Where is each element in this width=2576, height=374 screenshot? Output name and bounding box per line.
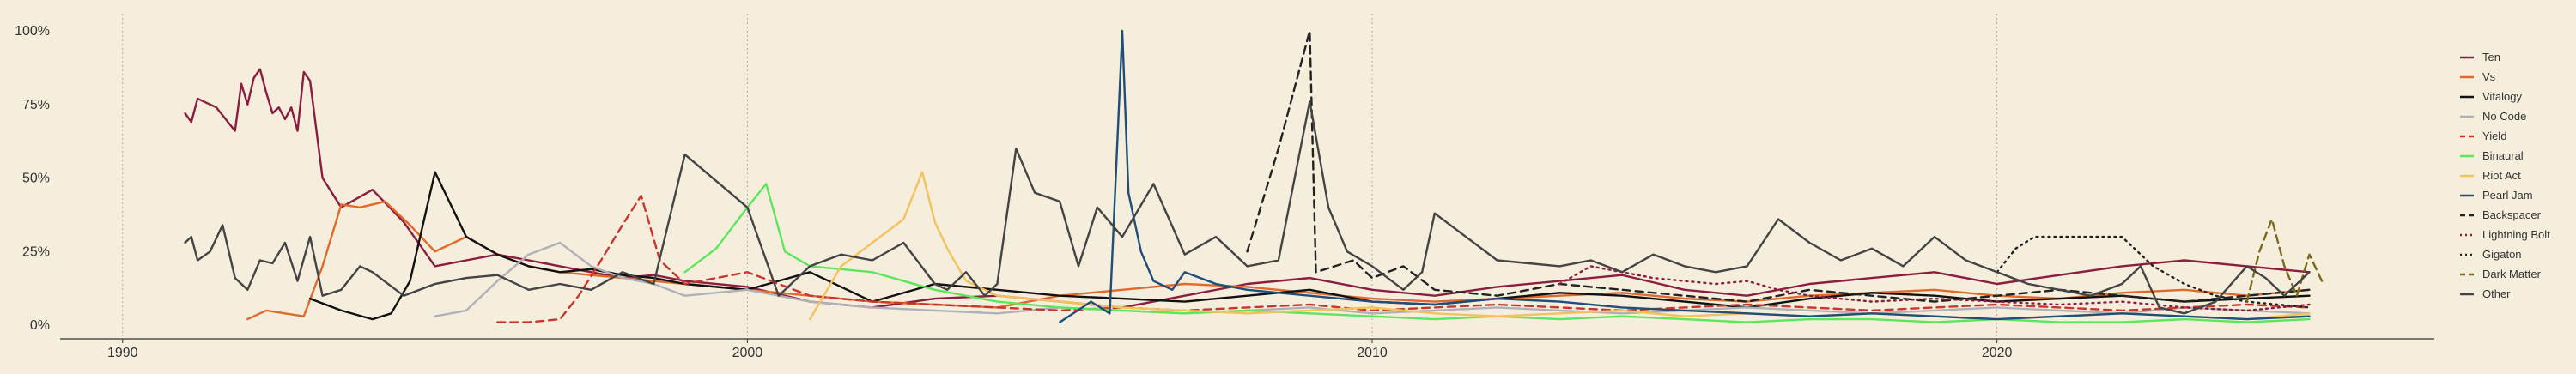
legend-label: Backspacer bbox=[2482, 208, 2542, 221]
legend-label: Vs bbox=[2482, 70, 2496, 83]
series-line-binaural bbox=[683, 183, 2311, 323]
legend-label: Ten bbox=[2482, 51, 2500, 63]
x-tick-label: 2000 bbox=[732, 346, 763, 360]
series-line-gigaton bbox=[1996, 235, 2311, 309]
series-line-lightning-bolt bbox=[1558, 265, 2311, 312]
series-line-yield bbox=[496, 194, 2311, 323]
x-axis: 1990 2000 2010 2020 bbox=[60, 338, 2434, 360]
legend-label: Pearl Jam bbox=[2482, 189, 2533, 202]
vertical-gridlines bbox=[122, 14, 1998, 336]
legend-label: Lightning Bolt bbox=[2482, 228, 2550, 241]
y-axis-ticks: 0% 25% 50% 75% 100% bbox=[15, 24, 50, 333]
x-tick-label: 1990 bbox=[107, 346, 138, 360]
y-tick-label: 25% bbox=[22, 244, 50, 259]
y-tick-label: 50% bbox=[22, 172, 50, 186]
legend-label: Vitalogy bbox=[2482, 90, 2523, 103]
y-tick-label: 100% bbox=[15, 24, 50, 39]
legend-label: Other bbox=[2482, 287, 2511, 300]
x-tick-label: 2010 bbox=[1357, 346, 1388, 360]
series-line-other bbox=[184, 100, 2311, 315]
y-tick-label: 75% bbox=[22, 98, 50, 112]
series-line-vitalogy bbox=[308, 171, 2311, 321]
legend-label: No Code bbox=[2482, 110, 2526, 123]
legend-label: Gigaton bbox=[2482, 248, 2522, 261]
legend-label: Dark Matter bbox=[2482, 268, 2542, 280]
series-lines bbox=[184, 29, 2324, 323]
y-tick-label: 0% bbox=[30, 318, 50, 333]
x-tick-label: 2020 bbox=[1982, 346, 2013, 360]
legend-label: Yield bbox=[2482, 130, 2506, 142]
legend: Ten Vs Vitalogy No Code Yield Binaural Riot Ac… bbox=[2460, 51, 2550, 300]
series-line-dark-matter bbox=[2245, 218, 2324, 303]
legend-label: Binaural bbox=[2482, 149, 2524, 162]
series-line-pearl-jam bbox=[1058, 29, 2311, 323]
series-line-ten bbox=[184, 68, 2311, 309]
series-line-backspacer bbox=[1246, 29, 2311, 303]
legend-label: Riot Act bbox=[2482, 169, 2521, 182]
